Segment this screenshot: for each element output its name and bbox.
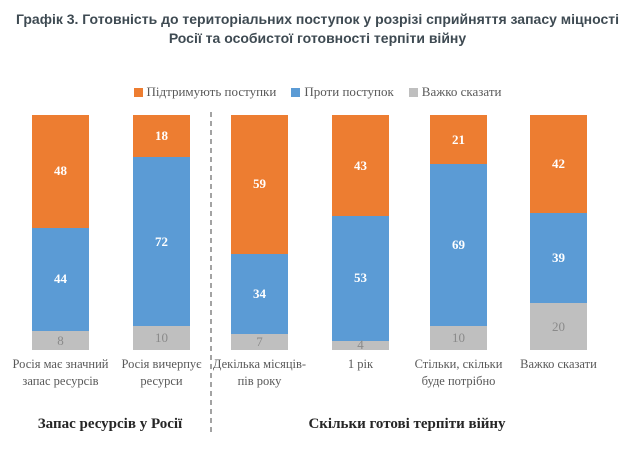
- bar-0-segment-1: 44: [32, 227, 89, 332]
- legend-item-against: Проти поступок: [291, 84, 394, 100]
- chart-title-line2: Росії та особистої готовності терпіти ві…: [168, 30, 467, 46]
- bar-5-segment-1: 39: [530, 212, 587, 304]
- legend-swatch-orange-icon: [133, 87, 143, 97]
- bar-3: 43 53 4: [332, 115, 389, 353]
- category-label-5: Важко сказати: [520, 357, 597, 371]
- bar-value-label: 48: [54, 163, 67, 179]
- category-label-2: Декілька місяців-пів року: [212, 357, 307, 388]
- bar-4: 21 69 10: [430, 115, 487, 350]
- legend-item-hard-to-say: Важко сказати: [408, 84, 502, 100]
- bar-value-label: 4: [357, 337, 364, 353]
- bar-value-label: 18: [155, 128, 168, 144]
- bar-3-segment-0: 43: [332, 115, 389, 217]
- chart-title-line1: Графік 3. Готовність до територіальних п…: [15, 11, 620, 27]
- bar-3-segment-1: 53: [332, 216, 389, 341]
- bar-value-label: 10: [155, 330, 168, 346]
- group-label-resources: Запас ресурсів у Росії: [37, 416, 183, 432]
- bar-value-label: 8: [57, 332, 64, 348]
- chart-title: Графік 3. Готовність до територіальних п…: [10, 10, 625, 48]
- bar-0: 48 44 8: [32, 115, 89, 350]
- bar-0-segment-2: 8: [32, 331, 89, 350]
- bar-value-label: 39: [552, 250, 565, 266]
- bar-value-label: 34: [253, 285, 266, 301]
- bar-value-label: 20: [552, 318, 565, 334]
- bar-value-label: 43: [354, 157, 367, 173]
- group-divider-dashed-line: [210, 112, 212, 436]
- category-label-0: Росія має значний запас ресурсів: [12, 357, 109, 388]
- bar-value-label: 10: [452, 330, 465, 346]
- legend-label: Важко сказати: [421, 84, 502, 99]
- bar-value-label: 72: [155, 233, 168, 249]
- category-label-1: Росія вичерпує ресурси: [121, 357, 202, 388]
- bar-value-label: 59: [253, 176, 266, 192]
- bar-value-label: 69: [452, 237, 465, 253]
- group-label-endure: Скільки готові терпіти війну: [308, 416, 506, 432]
- bar-4-segment-0: 21: [430, 115, 487, 165]
- bar-2-segment-2: 7: [231, 333, 288, 350]
- bar-4-segment-1: 69: [430, 164, 487, 327]
- bar-3-segment-2: 4: [332, 337, 389, 353]
- legend: Підтримують поступки Проти поступок Важк…: [0, 84, 635, 100]
- legend-swatch-blue-icon: [291, 87, 301, 97]
- category-label-3: 1 рік: [347, 357, 374, 371]
- bar-value-label: 21: [452, 131, 465, 147]
- legend-item-support: Підтримують поступки: [133, 84, 277, 100]
- category-label-4: Стільки, скільки буде потрібно: [414, 357, 503, 388]
- legend-swatch-gray-icon: [408, 87, 418, 97]
- bar-value-label: 42: [552, 155, 565, 171]
- bar-2-segment-1: 34: [231, 253, 288, 334]
- bar-4-segment-2: 10: [430, 326, 487, 350]
- bar-0-segment-0: 48: [32, 115, 89, 228]
- bar-1-segment-1: 72: [133, 157, 190, 327]
- legend-label: Підтримують поступки: [146, 84, 277, 99]
- bar-5-segment-2: 20: [530, 303, 587, 350]
- bar-value-label: 53: [354, 270, 367, 286]
- bar-5: 42 39 20: [530, 115, 587, 350]
- bar-2: 59 34 7: [231, 115, 288, 350]
- bar-1-segment-0: 18: [133, 115, 190, 158]
- bar-1: 18 72 10: [133, 115, 190, 350]
- legend-label: Проти поступок: [304, 84, 394, 99]
- bar-5-segment-0: 42: [530, 115, 587, 213]
- bar-value-label: 44: [54, 271, 67, 287]
- bar-2-segment-0: 59: [231, 115, 288, 254]
- bar-value-label: 7: [256, 333, 263, 349]
- bar-1-segment-2: 10: [133, 326, 190, 350]
